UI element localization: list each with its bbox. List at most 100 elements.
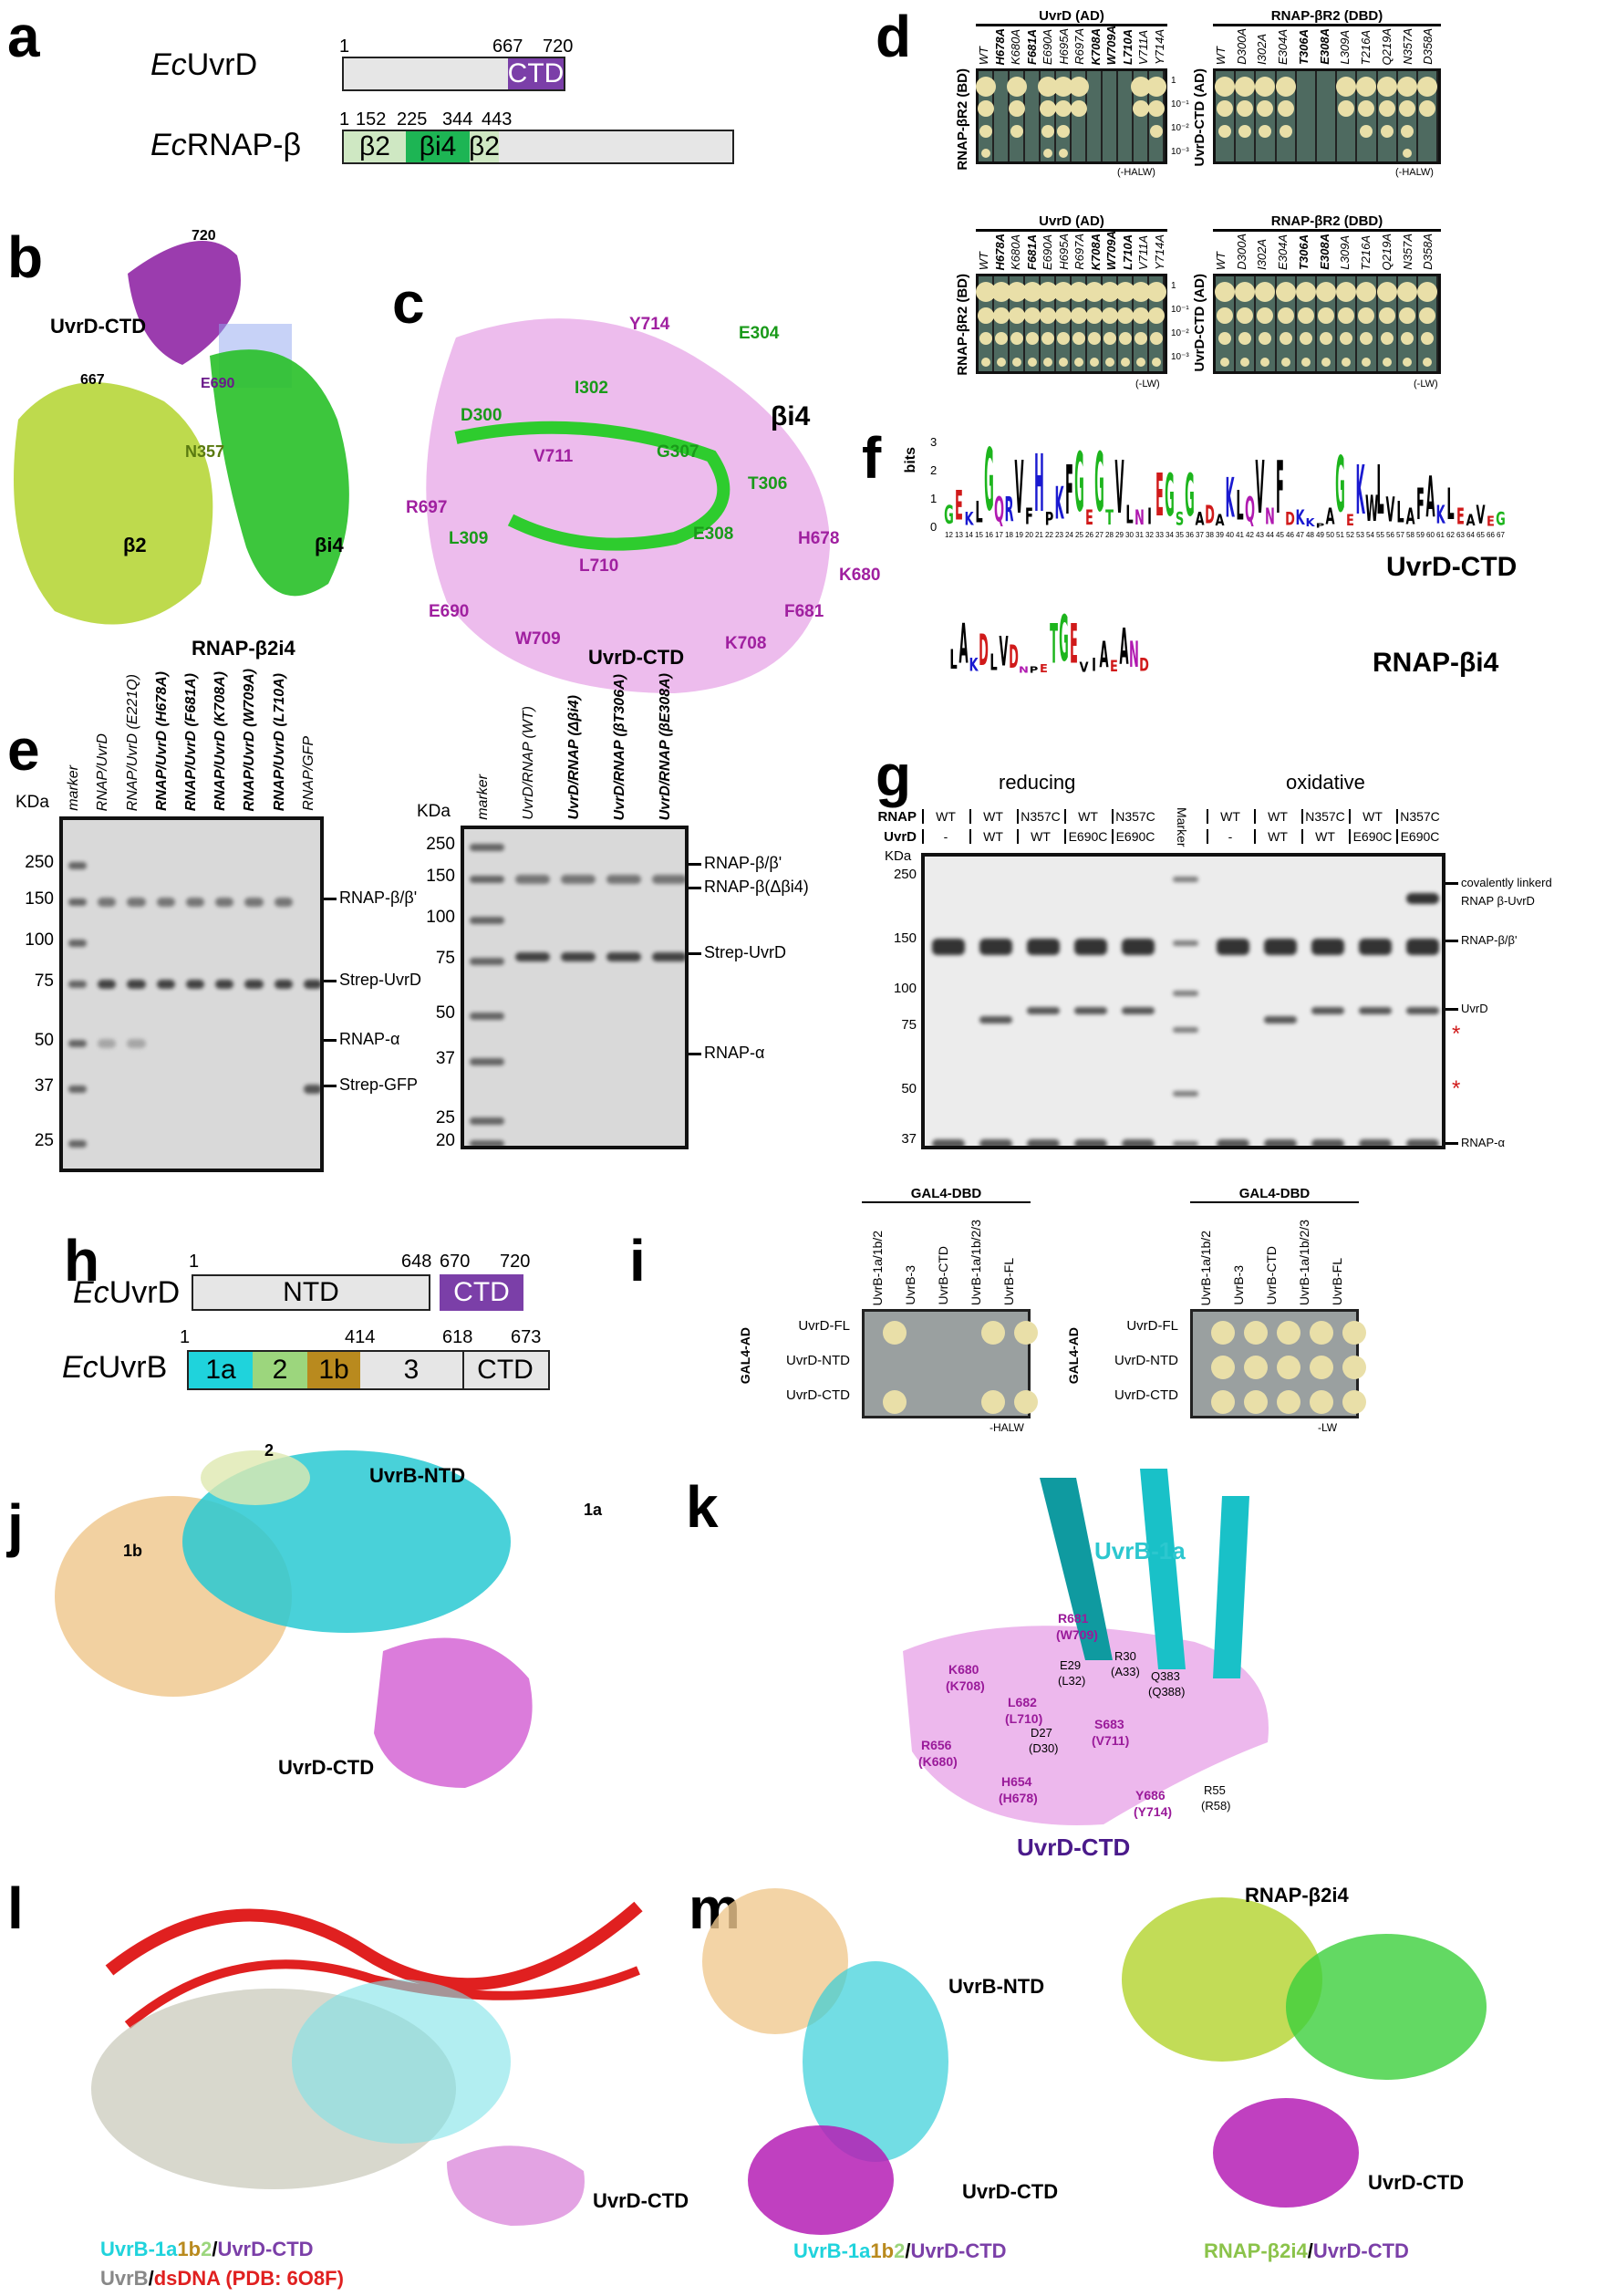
colony [1220,357,1230,367]
colony [1068,282,1089,302]
colony [1310,1356,1333,1379]
marker-band [470,1140,504,1146]
colony [1418,100,1435,118]
marker-label: Marker [1175,807,1189,847]
protein-band [156,898,175,907]
colony [1376,282,1397,302]
condition-oxidative: oxidative [1286,771,1365,794]
logo-positions: 12 13 14 15 16 17 18 19 20 21 22 23 24 25 26 27 28 29 30 31… [944,531,1506,539]
protein-band [98,898,117,907]
residue-label-uvrb: R55 [1204,1783,1226,1797]
logo-position: 18 [1005,531,1013,539]
protein-band [1264,1139,1297,1146]
band-label: RNAP-β/β' [689,854,782,873]
lane-label: H695A [1056,28,1071,65]
plate-strip [1376,71,1398,161]
plate-ylabel: UvrD-CTD (AD) [1192,274,1207,372]
plate-strip [1068,276,1089,371]
residue-label-uvrb: E29 [1060,1658,1082,1672]
marker-band [470,876,504,883]
residue-label: K680 [839,566,881,585]
label: UvrD-CTD [278,1756,375,1779]
colony [1147,100,1165,118]
marker-band [470,1058,504,1065]
colony [1217,100,1234,118]
logo-position: 56 [1386,531,1394,539]
logo-letter: G [1094,442,1104,535]
mw-label: 37 [34,1076,54,1096]
colony [1240,357,1250,367]
logo-position: 22 [1045,531,1053,539]
label: UvrD-CTD [1368,2171,1465,2194]
residue-label-uvrd: (K708) [946,1678,985,1693]
lane-label: UvrD/RNAP (βE308A) [658,672,673,820]
condition-label: (-HALW) [1117,167,1155,178]
yeast-plate [1213,68,1441,164]
legend-sep: / [148,2267,154,2290]
dilution-label: 10⁻² [1171,123,1189,133]
lane-label: H678A [992,233,1007,270]
colony [1130,77,1151,97]
logo-letter: G [944,502,954,532]
label: 720 [192,228,216,244]
lane-label: N357A [1400,28,1414,65]
colony [975,77,996,97]
logo-letter: A [1215,512,1225,531]
logo-position: 32 [1145,531,1154,539]
residue-label-uvrb: (R58) [1201,1799,1231,1813]
colony [1056,124,1070,138]
lane-label: L710A [1120,28,1135,65]
lane-label: T216A [1359,29,1373,65]
logo-position: 52 [1346,531,1354,539]
lane-label: UvrD/RNAP (βT306A) [612,673,627,820]
plate-strip [1099,276,1120,371]
logo-position: 14 [965,531,973,539]
logo-letter: K [969,655,979,677]
logo-letter: D [1139,655,1149,677]
lane-label: D300A [1234,28,1249,65]
lane-label: K680A [1009,28,1022,65]
protein-band [127,980,146,989]
lane-label: L710A [1120,234,1135,270]
lane-label: Y714A [1152,28,1166,65]
label: β2 [123,534,147,556]
residue-number: 152 [356,109,387,130]
lane-label: WT [1214,251,1228,270]
structure-c [426,318,830,693]
residue-number: 414 [345,1327,376,1347]
plate-ylabel: UvrD-CTD (AD) [1192,68,1207,167]
row-label: UvrD-CTD [1114,1387,1178,1403]
colony [1023,306,1041,324]
lane-label: RNAP/UvrD [95,732,111,811]
band-label: Strep-UvrD [689,943,786,962]
colony [1149,124,1163,138]
logo-letter: I [1092,655,1096,677]
residue-label-uvrd: S683 [1094,1717,1124,1731]
residue-number: 1 [189,1252,200,1272]
logo-position: 51 [1336,531,1344,539]
lane-label: Y714A [1152,234,1166,270]
colony [1145,282,1166,302]
band-label: UvrD [1445,1002,1488,1015]
uvrd-ctd-label: UvrD-CTD [588,646,685,669]
logo-letter: E [955,485,963,533]
residue-number: 720 [500,1252,531,1272]
dsdna-cartoon [105,1901,643,1991]
colony [1042,357,1052,367]
colony [1103,332,1116,345]
crosslink-band [1406,893,1439,904]
colony [1297,306,1314,324]
species-prefix: Ec [150,47,187,82]
colony [1073,357,1083,367]
marker-band [470,1117,504,1125]
lane-uvrd: E690C [1064,829,1110,844]
colony [1114,282,1135,302]
colony [1310,1390,1333,1414]
band-label: Strep-UvrD [324,971,421,990]
logo-position: 57 [1396,531,1404,539]
colony [1300,357,1311,367]
band-label: RNAP-β(Δβi4) [689,878,809,897]
marker-band [68,1040,88,1047]
dilution-label: 10⁻¹ [1171,305,1189,315]
colony [1382,357,1392,367]
